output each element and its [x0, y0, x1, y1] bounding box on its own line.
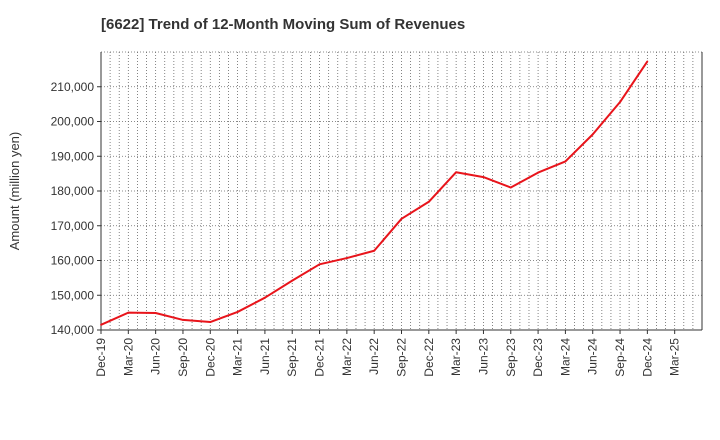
- data-point: [509, 186, 512, 189]
- y-tick-label: 170,000: [51, 219, 95, 233]
- y-tick-label: 190,000: [51, 149, 95, 163]
- x-tick-label: Mar-25: [668, 338, 682, 376]
- y-axis-label: Amount (million yen): [7, 132, 22, 251]
- data-point: [564, 160, 567, 163]
- data-point: [154, 312, 157, 314]
- x-tick-label: Dec-19: [94, 338, 108, 377]
- x-tick-label: Mar-23: [449, 338, 463, 376]
- y-tick-label: 180,000: [51, 184, 95, 198]
- data-point: [455, 171, 458, 174]
- chart-title: [6622] Trend of 12-Month Moving Sum of R…: [101, 16, 466, 33]
- y-tick-label: 140,000: [51, 323, 95, 337]
- data-point: [373, 249, 376, 252]
- x-tick-label: Dec-21: [313, 338, 327, 377]
- data-point: [400, 217, 403, 220]
- x-tick-label: Sep-22: [395, 338, 409, 377]
- data-point: [182, 319, 184, 321]
- x-tick-label: Jun-23: [476, 338, 490, 375]
- data-point: [591, 133, 594, 136]
- data-point: [646, 60, 649, 63]
- x-tick-label: Sep-24: [613, 338, 627, 377]
- data-point: [209, 321, 212, 323]
- x-tick-label: Mar-22: [340, 338, 354, 376]
- data-point: [482, 176, 485, 179]
- data-point: [236, 311, 239, 313]
- data-point: [264, 296, 266, 299]
- data-point: [427, 200, 430, 203]
- x-tick-label: Sep-20: [176, 338, 190, 377]
- y-tick-label: 160,000: [51, 254, 95, 268]
- x-tick-label: Dec-23: [531, 338, 545, 377]
- data-point: [291, 279, 294, 282]
- x-tick-label: Jun-20: [149, 338, 163, 375]
- data-point: [537, 171, 539, 174]
- x-tick-label: Dec-20: [203, 338, 217, 377]
- x-tick-label: Sep-23: [504, 338, 518, 377]
- x-tick-label: Dec-24: [640, 338, 654, 377]
- x-tick-label: Jun-22: [367, 338, 381, 375]
- y-tick-label: 200,000: [51, 115, 95, 129]
- x-tick-label: Mar-24: [558, 338, 572, 376]
- x-tick-label: Mar-21: [231, 338, 245, 376]
- data-point: [619, 101, 621, 103]
- y-tick-label: 210,000: [51, 80, 95, 94]
- x-tick-label: Mar-20: [121, 338, 135, 376]
- data-point: [318, 263, 321, 266]
- data-point: [127, 311, 130, 314]
- x-tick-label: Sep-21: [285, 338, 299, 377]
- y-tick-label: 150,000: [51, 288, 95, 302]
- x-tick-label: Jun-21: [258, 338, 272, 375]
- data-point: [100, 323, 102, 326]
- x-tick-label: Dec-22: [422, 338, 436, 377]
- x-tick-label: Jun-24: [586, 338, 600, 375]
- data-point: [345, 257, 348, 259]
